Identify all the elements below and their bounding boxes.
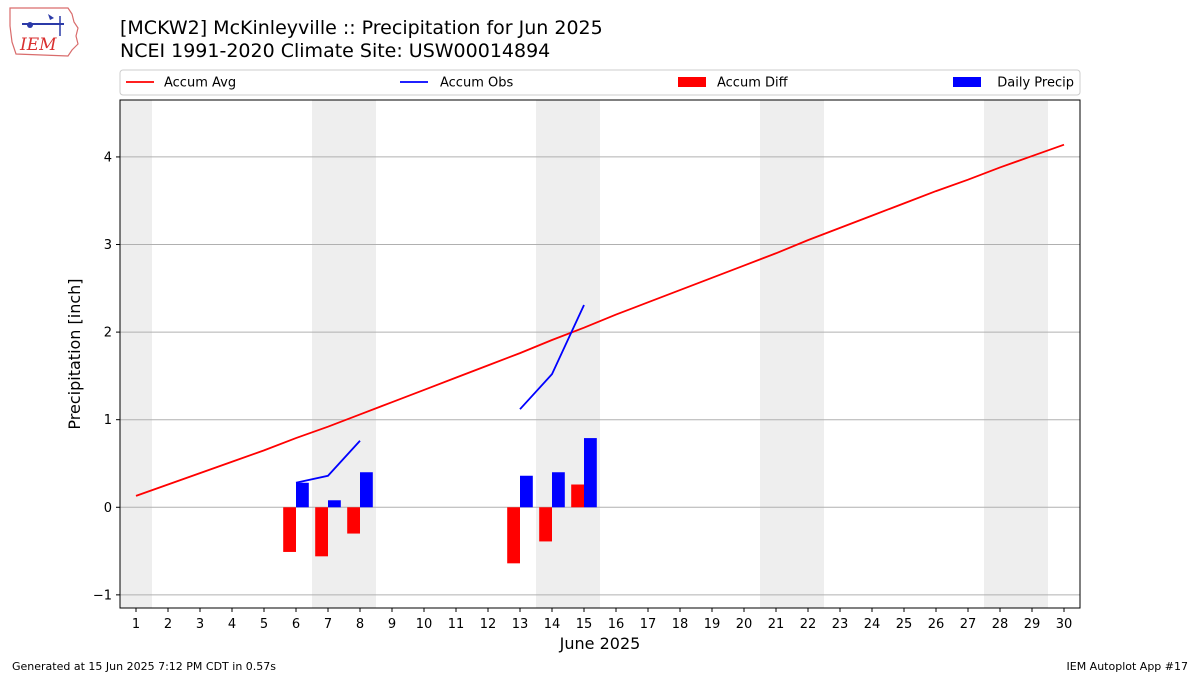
x-tick-label: 3: [196, 617, 204, 632]
accum-avg-line: [135, 143, 1065, 497]
x-tick-label: 23: [832, 617, 849, 632]
weekend-band: [760, 100, 824, 608]
legend-swatch: [678, 77, 706, 87]
x-tick-label: 15: [576, 617, 593, 632]
daily-precip-bar: [328, 500, 341, 508]
plot-frame: [119, 99, 1081, 609]
legend: Accum Avg Accum Obs Accum Diff Daily Precip: [119, 69, 1081, 96]
y-tick-label: 2: [104, 326, 112, 341]
x-tick-label: 6: [292, 617, 300, 632]
x-tick-label: 20: [736, 617, 753, 632]
y-axis-label: Precipitation [inch]: [65, 278, 84, 429]
x-tick-label: 8: [356, 617, 364, 632]
x-tick-label: 30: [1056, 617, 1073, 632]
app-credit: IEM Autoplot App #17: [1066, 660, 1189, 673]
x-tick-label: 29: [1024, 617, 1041, 632]
x-tick-label: 24: [864, 617, 881, 632]
legend-swatch: [953, 77, 981, 87]
generated-timestamp: Generated at 15 Jun 2025 7:12 PM CDT in …: [12, 660, 277, 673]
accum-obs-line: [295, 440, 361, 484]
x-tick-label: 13: [512, 617, 529, 632]
weekend-band: [984, 100, 1048, 608]
accum-diff-bar: [507, 507, 520, 564]
x-tick-label: 28: [992, 617, 1009, 632]
chart-subtitle: NCEI 1991-2020 Climate Site: USW00014894: [120, 40, 551, 62]
x-tick-label: 18: [672, 617, 689, 632]
legend-label: Daily Precip: [997, 76, 1074, 91]
x-tick-label: 16: [608, 617, 625, 632]
x-tick-label: 1: [132, 617, 140, 632]
x-tick-label: 11: [448, 617, 465, 632]
bars: [283, 438, 597, 564]
x-tick-label: 12: [480, 617, 497, 632]
x-tick-label: 4: [228, 617, 236, 632]
legend-box: [119, 69, 1081, 96]
daily-precip-bar: [360, 472, 373, 508]
x-axis: 1 2 3 4 5 6 7 8 9 10 11 12 13 14 15 16 17 18 19 20 21 22 23 24 2…: [132, 608, 1072, 632]
x-tick-label: 10: [416, 617, 433, 632]
accum-diff-bar: [539, 507, 552, 542]
daily-precip-bar: [296, 482, 309, 508]
series-lines: [135, 143, 1065, 497]
weekend-shading: [120, 100, 1048, 608]
accum-diff-bar: [571, 484, 584, 508]
iem-logo: IEM: [9, 7, 79, 57]
daily-precip-bar: [552, 472, 565, 508]
x-axis-label: June 2025: [559, 634, 641, 653]
x-tick-label: 17: [640, 617, 657, 632]
accum-diff-bar: [283, 507, 296, 552]
y-tick-label: 1: [104, 413, 112, 428]
y-tick-label: 3: [104, 238, 112, 253]
x-tick-label: 26: [928, 617, 945, 632]
x-tick-label: 9: [388, 617, 396, 632]
daily-precip-bar: [520, 475, 533, 508]
y-tick-label: 0: [104, 501, 112, 516]
y-tick-label: −1: [93, 588, 112, 603]
y-axis: −1 0 1 2 3 4: [93, 150, 120, 603]
x-tick-label: 2: [164, 617, 172, 632]
x-tick-label: 5: [260, 617, 268, 632]
x-tick-label: 22: [800, 617, 817, 632]
x-tick-label: 25: [896, 617, 913, 632]
x-tick-label: 7: [324, 617, 332, 632]
logo-text: IEM: [19, 35, 57, 55]
accum-obs-line: [519, 304, 585, 410]
daily-precip-bar: [584, 438, 597, 508]
y-tick-label: 4: [104, 150, 112, 165]
accum-diff-bar: [315, 507, 328, 557]
x-tick-label: 27: [960, 617, 977, 632]
x-tick-label: 14: [544, 617, 561, 632]
x-tick-label: 21: [768, 617, 785, 632]
weekend-band: [120, 100, 152, 608]
chart-title: [MCKW2] McKinleyville :: Precipitation f…: [120, 17, 603, 39]
x-tick-label: 19: [704, 617, 721, 632]
legend-label: Accum Avg: [164, 76, 236, 91]
accum-diff-bar: [347, 507, 360, 534]
legend-label: Accum Obs: [440, 76, 513, 91]
grid-lines: [120, 156, 1080, 596]
legend-label: Accum Diff: [717, 76, 789, 91]
